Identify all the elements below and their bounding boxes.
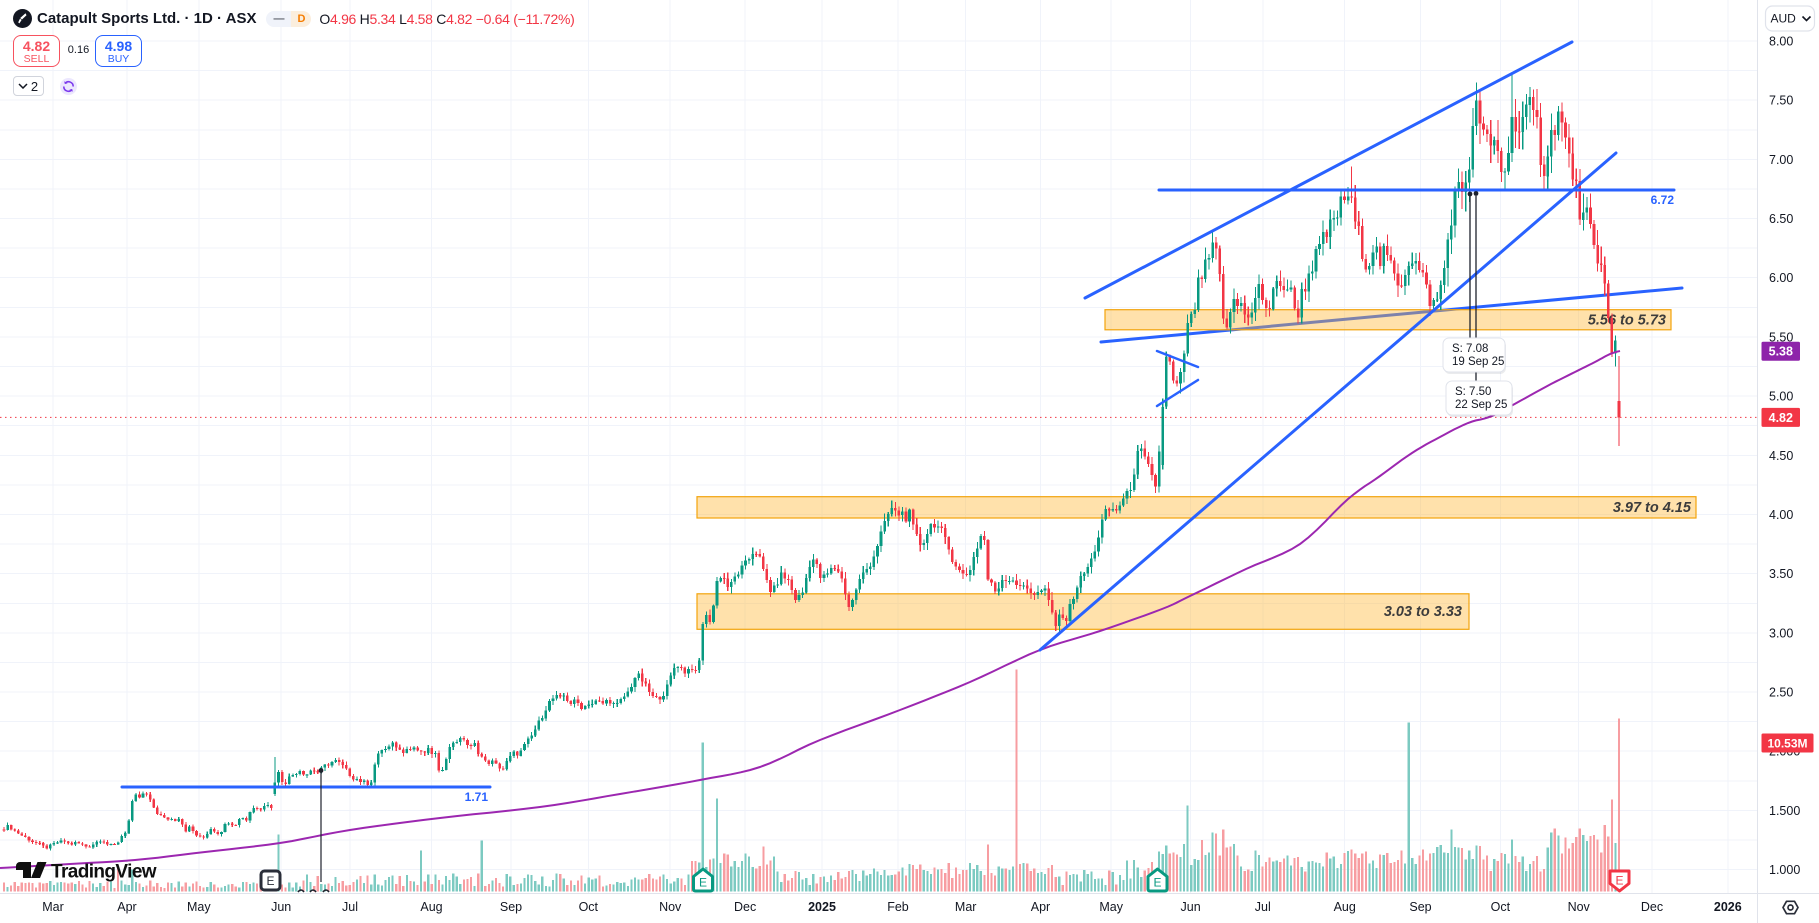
svg-text:6.50: 6.50 bbox=[1769, 212, 1793, 226]
svg-text:22 Sep 25: 22 Sep 25 bbox=[1455, 399, 1507, 411]
svg-text:Apr: Apr bbox=[1031, 900, 1050, 914]
svg-text:5.50: 5.50 bbox=[1769, 330, 1793, 344]
svg-text:E: E bbox=[266, 874, 274, 888]
svg-text:AUD: AUD bbox=[1771, 12, 1797, 26]
svg-text:2025: 2025 bbox=[808, 900, 836, 914]
svg-text:19 Sep 25: 19 Sep 25 bbox=[1452, 356, 1504, 368]
svg-text:Jun: Jun bbox=[271, 900, 291, 914]
svg-text:Oct: Oct bbox=[579, 900, 599, 914]
svg-text:Nov: Nov bbox=[659, 900, 682, 914]
svg-text:Sep: Sep bbox=[500, 900, 522, 914]
svg-text:1.71: 1.71 bbox=[465, 790, 489, 804]
svg-text:Feb: Feb bbox=[887, 900, 909, 914]
svg-text:5.56 to 5.73: 5.56 to 5.73 bbox=[1588, 312, 1666, 328]
svg-text:Sep: Sep bbox=[1409, 900, 1431, 914]
svg-text:May: May bbox=[1099, 900, 1123, 914]
svg-text:6.72: 6.72 bbox=[1651, 193, 1675, 207]
svg-text:3.50: 3.50 bbox=[1769, 567, 1793, 581]
svg-text:Dec: Dec bbox=[734, 900, 756, 914]
svg-text:2.50: 2.50 bbox=[1769, 686, 1793, 700]
svg-text:Apr: Apr bbox=[117, 900, 136, 914]
svg-text:Oct: Oct bbox=[1491, 900, 1511, 914]
svg-text:Jul: Jul bbox=[342, 900, 358, 914]
svg-text:E: E bbox=[1153, 876, 1161, 890]
svg-text:Mar: Mar bbox=[955, 900, 977, 914]
svg-text:E: E bbox=[1615, 874, 1623, 888]
svg-text:Aug: Aug bbox=[1334, 900, 1356, 914]
svg-text:S: 7.08: S: 7.08 bbox=[1452, 343, 1488, 355]
svg-text:6.00: 6.00 bbox=[1769, 271, 1793, 285]
svg-text:TradingView: TradingView bbox=[51, 862, 157, 883]
svg-text:5.00: 5.00 bbox=[1769, 390, 1793, 404]
svg-text:Aug: Aug bbox=[420, 900, 442, 914]
svg-text:10.53M: 10.53M bbox=[1767, 737, 1807, 751]
svg-text:1.500: 1.500 bbox=[1769, 804, 1800, 818]
svg-text:4.50: 4.50 bbox=[1769, 449, 1793, 463]
svg-text:3.03 to 3.33: 3.03 to 3.33 bbox=[1384, 604, 1462, 620]
svg-text:1.000: 1.000 bbox=[1769, 863, 1800, 877]
svg-text:Dec: Dec bbox=[1641, 900, 1663, 914]
svg-text:4.00: 4.00 bbox=[1769, 508, 1793, 522]
svg-text:S: 7.50: S: 7.50 bbox=[1455, 386, 1491, 398]
svg-text:7.50: 7.50 bbox=[1769, 94, 1793, 108]
svg-text:Jul: Jul bbox=[1255, 900, 1271, 914]
svg-text:3.00: 3.00 bbox=[1769, 626, 1793, 640]
svg-text:8.00: 8.00 bbox=[1769, 35, 1793, 49]
svg-text:E: E bbox=[699, 876, 707, 890]
svg-text:Mar: Mar bbox=[42, 900, 64, 914]
svg-text:May: May bbox=[187, 900, 211, 914]
svg-text:Nov: Nov bbox=[1568, 900, 1591, 914]
svg-text:2026: 2026 bbox=[1714, 900, 1742, 914]
svg-text:5.38: 5.38 bbox=[1769, 345, 1793, 359]
svg-text:Jun: Jun bbox=[1181, 900, 1201, 914]
svg-text:3.97 to 4.15: 3.97 to 4.15 bbox=[1613, 500, 1692, 516]
svg-text:7.00: 7.00 bbox=[1769, 153, 1793, 167]
svg-text:4.82: 4.82 bbox=[1769, 411, 1793, 425]
